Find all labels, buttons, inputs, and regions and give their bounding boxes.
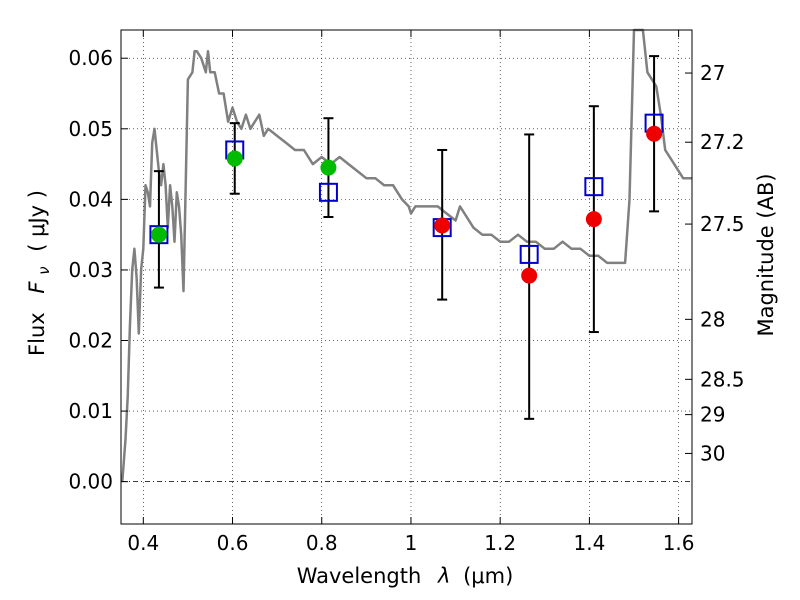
model-flux-square-4 — [519, 244, 539, 264]
x-axis-label: Wavelength λ (μm) — [297, 564, 514, 588]
x-tick-label-1: 0.6 — [217, 531, 249, 555]
x-axis-label-main: Wavelength — [297, 564, 422, 588]
model-flux-square-0 — [149, 225, 169, 245]
y-tick-label-1: 0.01 — [68, 399, 113, 423]
y-tick-label-6: 0.06 — [68, 46, 113, 70]
y-axis-ticks: 0.00 0.01 0.02 0.03 0.04 0.05 0.06 — [68, 46, 128, 494]
y2-axis-label: Magnitude (AB) — [754, 173, 778, 336]
photometry-point-2-2 — [320, 159, 337, 176]
x-tick-label-0: 0.4 — [127, 531, 159, 555]
y2-tick-label-2: 27.5 — [700, 212, 745, 236]
y2-tick-label-5: 29 — [700, 403, 725, 427]
y-axis-label-unit: ( μJy ) — [25, 190, 49, 252]
photometry-point-3-1 — [521, 267, 538, 284]
x-tick-label-2: 0.8 — [306, 531, 338, 555]
x-tick-label-6: 1.6 — [663, 531, 695, 555]
x-tick-label-5: 1.4 — [573, 531, 605, 555]
x-tick-label-4: 1.2 — [484, 531, 516, 555]
y-tick-label-4: 0.04 — [68, 187, 113, 211]
y-tick-label-3: 0.03 — [68, 258, 113, 282]
y2-tick-label-0: 27 — [700, 61, 725, 85]
y-axis-label-main: Flux — [25, 312, 49, 356]
x-tick-label-3: 1 — [405, 531, 418, 555]
y-tick-label-2: 0.02 — [68, 329, 113, 353]
photometry-point-3-3 — [646, 125, 663, 142]
y-tick-label-0: 0.00 — [68, 470, 113, 494]
photometry-point-3-0 — [434, 217, 451, 234]
y2-tick-label-4: 28.5 — [700, 367, 745, 391]
photometry-point-3-2 — [585, 211, 602, 228]
plot-area — [121, 28, 692, 482]
plot-frame — [120, 29, 693, 525]
x-axis-label-unit: (μm) — [463, 564, 513, 588]
x-axis-ticks: 0.4 0.6 0.8 1 1.2 1.4 1.6 — [127, 30, 695, 555]
y2-tick-label-3: 28 — [700, 307, 725, 331]
model-flux-square-5 — [584, 177, 604, 197]
model-flux-square-2 — [318, 182, 338, 202]
photometry-points — [150, 125, 663, 284]
y2-tick-label-1: 27.2 — [700, 130, 745, 154]
y-axis-label: Flux F ν ( μJy ) — [25, 190, 54, 356]
y-tick-label-5: 0.05 — [68, 117, 113, 141]
photometry-point-2-1 — [226, 150, 243, 167]
y-axis-label-sub: ν — [35, 266, 53, 274]
y2-axis-ticks: 27 27.2 27.5 28 28.5 29 30 — [685, 61, 745, 465]
y2-tick-label-6: 30 — [700, 441, 725, 465]
y-axis-label-symbol: F — [25, 281, 49, 294]
x-axis-label-symbol: λ — [437, 564, 450, 588]
photometry-point-2-0 — [150, 226, 167, 243]
